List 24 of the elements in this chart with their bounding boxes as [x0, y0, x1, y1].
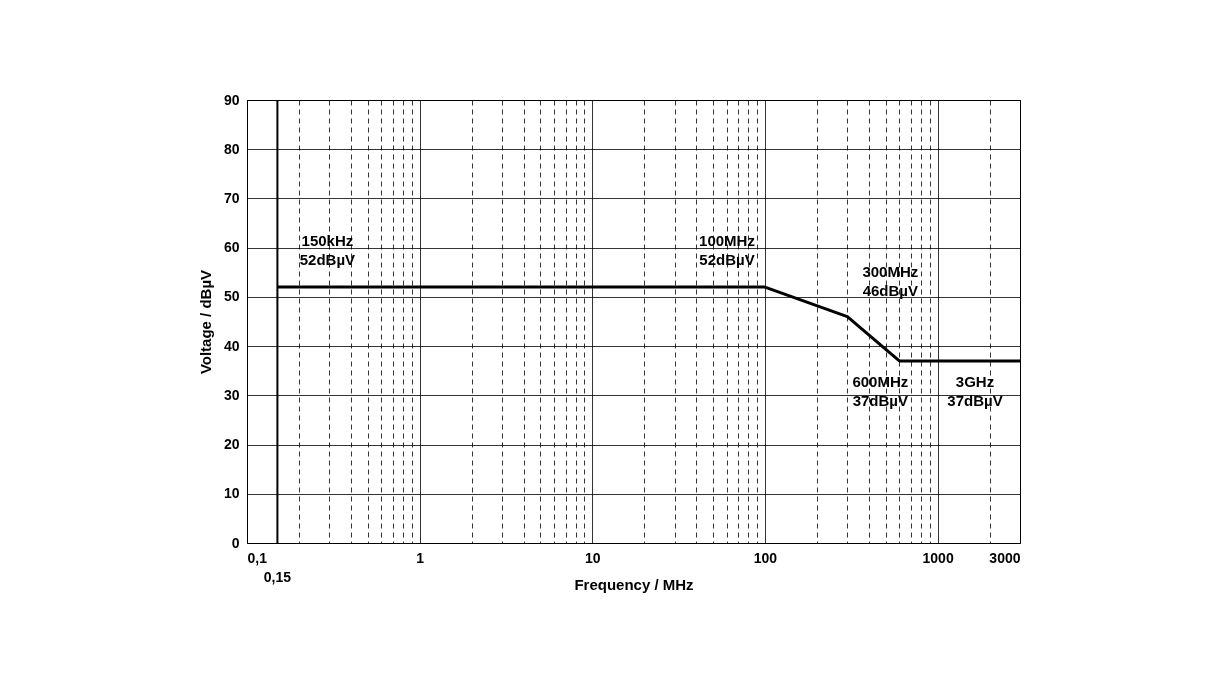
y-tick-label: 60 [223, 239, 240, 256]
y-tick-label: 40 [223, 337, 240, 354]
y-tick-label: 10 [223, 485, 240, 502]
annotation: 100MHz 52dBµV [699, 232, 755, 269]
y-tick-label: 20 [223, 436, 240, 453]
x-tick-label: 100 [753, 549, 778, 566]
y-tick-label: 70 [223, 189, 240, 206]
x-tick-label: 1 [416, 549, 425, 566]
y-axis-title: Voltage / dBµV [196, 269, 214, 375]
annotation: 600MHz 37dBµV [852, 372, 909, 409]
y-tick-label: 0 [231, 534, 240, 551]
x-tick-label: 1000 [922, 549, 954, 566]
y-tick-label: 80 [223, 140, 240, 157]
x-tick-label: 3000 [989, 549, 1021, 566]
annotation: 300MHz 46dBµV [862, 262, 919, 299]
annotation: 150kHz 52dBµV [299, 232, 356, 269]
y-tick-label: 30 [223, 386, 240, 403]
y-tick-label: 50 [223, 288, 240, 305]
x-tick-label: 10 [585, 549, 601, 566]
x-tick-label: 0,1 [247, 549, 268, 566]
ref-line-label: 0,15 [263, 569, 292, 585]
annotation: 3GHz 37dBµV [947, 372, 1003, 409]
y-tick-label: 90 [223, 91, 240, 108]
x-axis-title: Frequency / MHz [574, 575, 694, 593]
